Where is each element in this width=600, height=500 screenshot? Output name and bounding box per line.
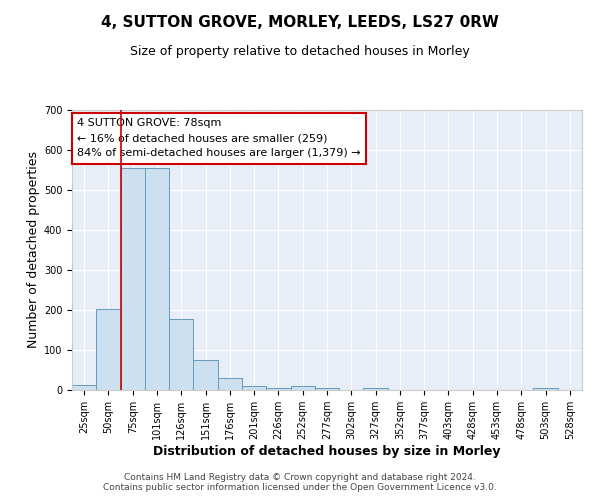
Bar [169, 319, 193, 390]
Text: Contains HM Land Registry data © Crown copyright and database right 2024.
Contai: Contains HM Land Registry data © Crown c… [103, 473, 497, 492]
Y-axis label: Number of detached properties: Number of detached properties [26, 152, 40, 348]
Bar [364, 388, 388, 390]
Text: Size of property relative to detached houses in Morley: Size of property relative to detached ho… [130, 45, 470, 58]
X-axis label: Distribution of detached houses by size in Morley: Distribution of detached houses by size … [153, 445, 501, 458]
Bar [96, 309, 121, 390]
Bar [193, 360, 218, 390]
Bar [145, 168, 169, 390]
Bar [72, 385, 96, 390]
Bar [121, 168, 145, 390]
Bar [533, 388, 558, 390]
Bar [290, 386, 315, 390]
Bar [266, 388, 290, 390]
Bar [218, 378, 242, 390]
Bar [242, 386, 266, 390]
Text: 4 SUTTON GROVE: 78sqm
← 16% of detached houses are smaller (259)
84% of semi-det: 4 SUTTON GROVE: 78sqm ← 16% of detached … [77, 118, 361, 158]
Text: 4, SUTTON GROVE, MORLEY, LEEDS, LS27 0RW: 4, SUTTON GROVE, MORLEY, LEEDS, LS27 0RW [101, 15, 499, 30]
Bar [315, 388, 339, 390]
